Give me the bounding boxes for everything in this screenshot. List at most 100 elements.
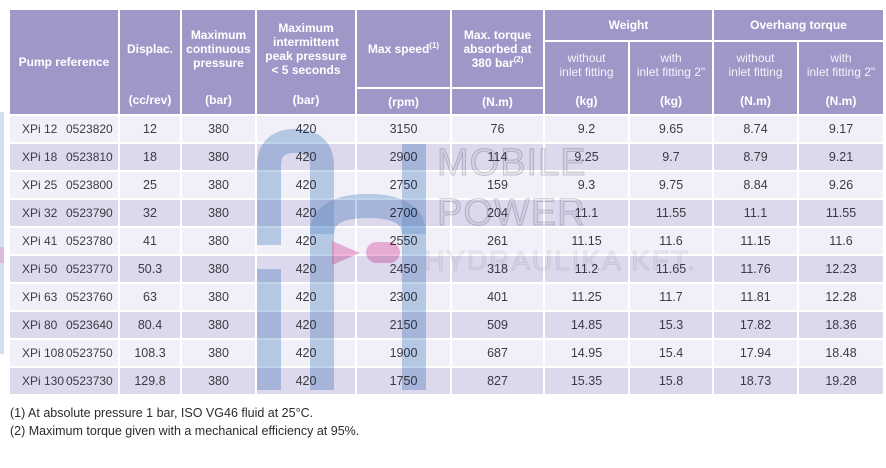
table-row: XPi 25 0523800 25 380 420 2750 159 9.3 9.75 8.84 9…: [8, 170, 885, 200]
cell-value: 420: [255, 366, 357, 396]
cell-value: 420: [255, 254, 357, 284]
cell-value: 11.81: [712, 282, 799, 312]
cell-pump-reference: XPi 130 0523730: [8, 366, 120, 396]
table-row: XPi 12 0523820 12 380 420 3150 76 9.2 9.65 8.74 9.…: [8, 114, 885, 144]
cell-pump-reference: XPi 32 0523790: [8, 198, 120, 228]
cell-value: 14.85: [543, 310, 630, 340]
cell-value: 11.15: [543, 226, 630, 256]
cell-value: 11.6: [628, 226, 714, 256]
cell-value: 2300: [355, 282, 452, 312]
cell-value: 11.55: [797, 198, 885, 228]
cell-value: 12: [118, 114, 182, 144]
cell-value: 420: [255, 310, 357, 340]
header-label: Displac.: [126, 42, 174, 56]
cell-value: 11.55: [628, 198, 714, 228]
header-sublabel: without inlet fitting: [728, 51, 783, 79]
header-unit: (bar): [205, 93, 232, 107]
cell-value: 15.35: [543, 366, 630, 396]
header-unit: (N.m): [740, 94, 771, 108]
pump-model: XPi 12: [22, 122, 58, 136]
cell-pump-reference: XPi 25 0523800: [8, 170, 120, 200]
table-header: Pump reference Displac. (cc/rev) Maximum…: [8, 7, 885, 116]
table-row: XPi 18 0523810 18 380 420 2900 114 9.25 9.7 8.79 9…: [8, 142, 885, 172]
cell-pump-reference: XPi 50 0523770: [8, 254, 120, 284]
cell-value: 9.21: [797, 142, 885, 172]
cell-value: 380: [180, 282, 257, 312]
header-displacement: Displac. (cc/rev): [118, 8, 182, 116]
header-label: Max. torque absorbed at 380 bar(2): [463, 27, 532, 70]
cell-value: 11.2: [543, 254, 630, 284]
cell-value: 17.94: [712, 338, 799, 368]
cell-value: 420: [255, 142, 357, 172]
cell-value: 401: [450, 282, 545, 312]
cell-value: 420: [255, 114, 357, 144]
header-label-line2: < 5 seconds: [271, 63, 341, 77]
cell-value: 2900: [355, 142, 452, 172]
pump-code: 0523770: [66, 262, 113, 276]
cell-value: 9.65: [628, 114, 714, 144]
pump-model: XPi 63: [22, 290, 58, 304]
cell-value: 11.1: [543, 198, 630, 228]
pump-code: 0523810: [66, 150, 113, 164]
header-overhang-torque-group: Overhang torque: [712, 8, 885, 42]
cell-value: 380: [180, 338, 257, 368]
cell-value: 11.25: [543, 282, 630, 312]
cell-value: 420: [255, 226, 357, 256]
header-row-groups: Pump reference Displac. (cc/rev) Maximum…: [8, 7, 885, 116]
cell-value: 1900: [355, 338, 452, 368]
table-row: XPi 108 0523750 108.3 380 420 1900 687 14.95 15.…: [8, 338, 885, 368]
header-row-units: (rpm) (N.m): [9, 87, 884, 116]
cell-value: 8.79: [712, 142, 799, 172]
cell-value: 509: [450, 310, 545, 340]
pump-model: XPi 18: [22, 150, 58, 164]
cell-value: 15.4: [628, 338, 714, 368]
cell-value: 9.3: [543, 170, 630, 200]
cell-value: 380: [180, 114, 257, 144]
pump-model: XPi 108: [22, 346, 65, 360]
header-unit: (kg): [660, 94, 682, 108]
table-row: XPi 32 0523790 32 380 420 2700 204 11.1 11.55 11.…: [8, 198, 885, 228]
cell-value: 380: [180, 142, 257, 172]
table-row: XPi 50 0523770 50.3 380 420 2450 318 11.2 11.65 1…: [8, 254, 885, 284]
cell-value: 204: [450, 198, 545, 228]
cell-value: 2750: [355, 170, 452, 200]
pump-code: 0523800: [66, 178, 113, 192]
cell-value: 32: [118, 198, 182, 228]
cell-value: 2150: [355, 310, 452, 340]
cell-value: 420: [255, 170, 357, 200]
cell-value: 380: [180, 254, 257, 284]
pump-code: 0523730: [66, 374, 113, 388]
cell-pump-reference: XPi 108 0523750: [8, 338, 120, 368]
cell-pump-reference: XPi 12 0523820: [8, 114, 120, 144]
cell-value: 114: [450, 142, 545, 172]
cell-value: 2550: [355, 226, 452, 256]
cell-value: 11.15: [712, 226, 799, 256]
cell-value: 420: [255, 282, 357, 312]
logo-tile-fragment: [0, 112, 4, 354]
pump-code: 0523640: [66, 318, 113, 332]
cell-value: 14.95: [543, 338, 630, 368]
cell-value: 261: [450, 226, 545, 256]
cell-value: 63: [118, 282, 182, 312]
header-label: Max speed(1): [367, 40, 440, 56]
pump-model: XPi 80: [22, 318, 58, 332]
cell-value: 11.6: [797, 226, 885, 256]
cell-value: 12.28: [797, 282, 885, 312]
header-max-intermittent-pressure: Maximum intermittent peak pressure < 5 s…: [255, 8, 357, 116]
pump-code: 0523760: [66, 290, 113, 304]
pump-code: 0523820: [66, 122, 113, 136]
cell-value: 11.65: [628, 254, 714, 284]
cell-pump-reference: XPi 18 0523810: [8, 142, 120, 172]
header-unit: (cc/rev): [128, 93, 172, 107]
pump-table-body: XPi 12 0523820 12 380 420 3150 76 9.2 9.65 8.74 9.…: [8, 114, 885, 396]
cell-pump-reference: XPi 80 0523640: [8, 310, 120, 340]
pump-model: XPi 50: [22, 262, 58, 276]
header-weight-group: Weight: [543, 8, 714, 42]
table-row: XPi 130 0523730 129.8 380 420 1750 827 15.35 15.…: [8, 366, 885, 396]
header-unit: (N.m): [825, 94, 857, 108]
cell-value: 25: [118, 170, 182, 200]
cell-value: 3150: [355, 114, 452, 144]
cell-value: 9.17: [797, 114, 885, 144]
cell-value: 380: [180, 170, 257, 200]
cell-value: 159: [450, 170, 545, 200]
